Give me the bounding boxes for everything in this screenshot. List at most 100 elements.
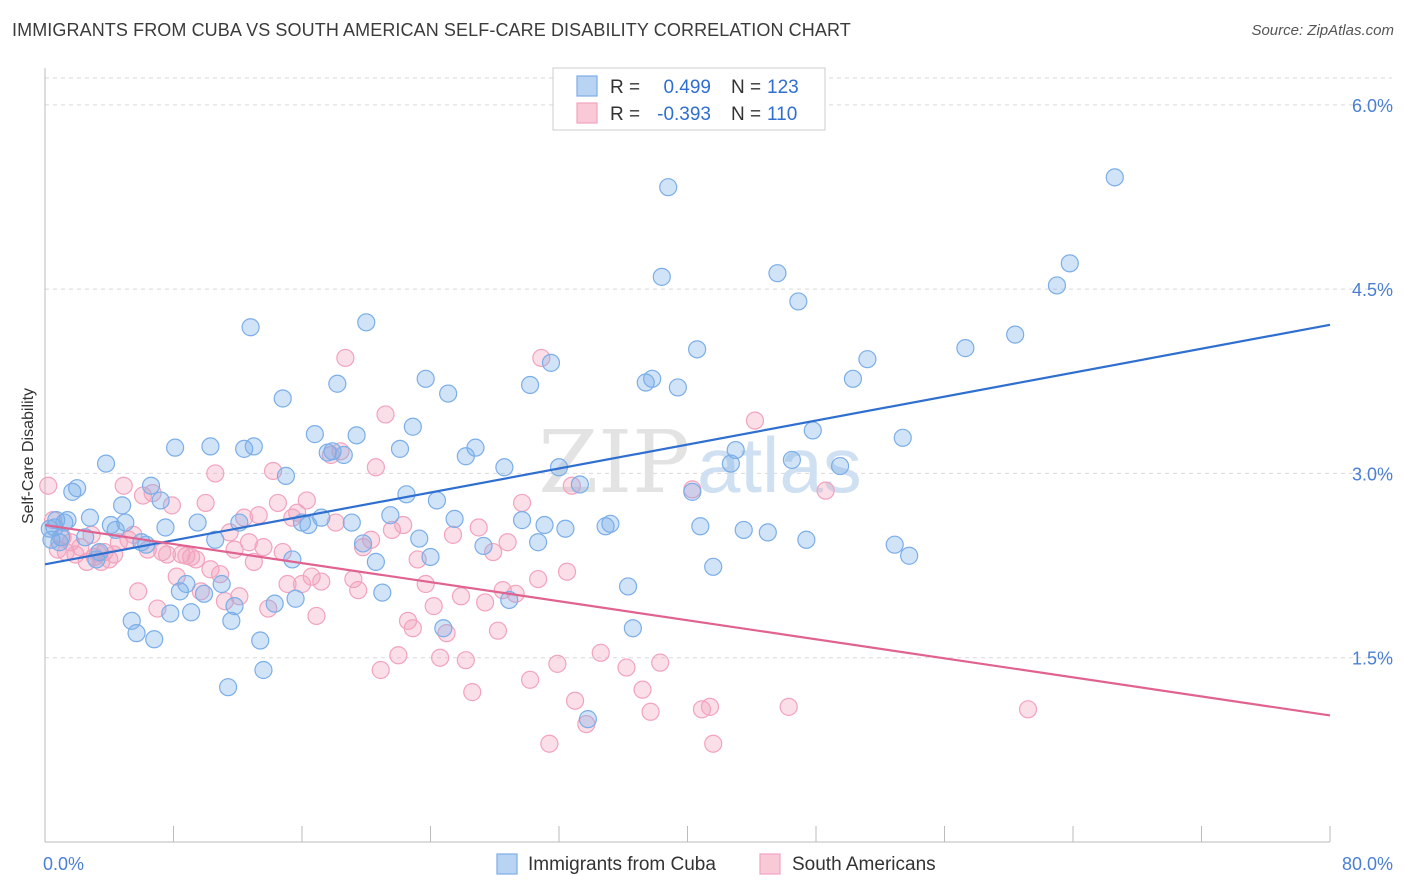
south-americans-point-91 [512,493,532,513]
y-tick-label-2: 4.5% [1352,280,1393,300]
cuba-point-33 [206,530,225,549]
cuba-point-113 [885,535,904,554]
south-americans-point-104 [641,702,660,721]
south-americans-point-112 [816,481,835,500]
cuba-point-106 [782,450,802,470]
cuba-point-60 [357,313,376,332]
south-americans-point-70 [382,520,402,540]
stats-legend: R = 0.499 N = 123 R = -0.393 N = 110 [552,67,826,131]
stats-n-label-2: N = [731,104,761,125]
cuba-point-32 [201,437,220,456]
cuba-point-65 [397,485,416,504]
stats-n-label-1: N = [731,77,761,98]
south-americans-point-81 [451,587,471,606]
cuba-point-91 [623,619,642,638]
cuba-point-23 [151,491,170,510]
south-americans-point-71 [389,646,408,665]
south-americans-point-108 [700,697,720,716]
south-americans-point-84 [469,518,488,537]
stats-r-value-2: -0.393 [657,104,711,125]
x-tick-labels: 0.0% 80.0% [43,854,1393,874]
south-americans-point-56 [302,567,321,586]
cuba-point-86 [570,475,589,494]
south-americans-point-28 [167,567,186,586]
trend-lines [44,323,1331,717]
y-tick-label-3: 6.0% [1352,96,1393,116]
south-americans-point-69 [376,405,395,424]
cuba-point-68 [416,369,435,388]
south-americans-point-101 [591,643,610,662]
cuba-point-105 [768,264,787,283]
south-americans-point-83 [463,683,482,702]
cuba-point-55 [328,374,347,393]
stats-r-label-1: R = [610,77,640,98]
cuba-point-77 [495,458,514,477]
cuba-point-115 [900,546,919,565]
cuba-point-102 [726,440,745,460]
y-tick-label-0: 1.5% [1352,649,1393,669]
south-americans-point-17 [114,476,133,495]
cuba-point-62 [373,583,392,602]
cuba-point-114 [893,428,912,447]
cuba-point-117 [1006,325,1025,344]
cuba-point-109 [803,421,822,440]
cuba-point-36 [222,611,241,630]
cuba-point-76 [474,536,493,556]
watermark-zip: ZIP [538,413,690,513]
south-americans-point-33 [191,582,210,601]
south-americans-point-110 [745,411,765,430]
south-americans-point-111 [779,697,798,716]
cuba-point-67 [410,529,429,548]
cuba-point-40 [241,318,260,337]
south-americans-point-103 [633,680,652,699]
cuba-point-78 [500,590,519,610]
y-tick-labels: 1.5% 3.0% 4.5% 6.0% [1352,96,1393,669]
x-tick-label-min: 0.0% [43,854,84,874]
cuba-point-85 [556,519,575,538]
cuba-point-87 [578,710,598,729]
cuba-point-118 [1047,276,1067,295]
stats-r-value-1: 0.499 [663,77,711,98]
cuba-point-112 [858,350,877,369]
cuba-point-110 [830,456,850,476]
cuba-point-27 [170,582,190,601]
cuba-point-94 [652,267,671,286]
stats-swatch-blue [576,75,598,97]
cuba-point-26 [166,438,185,457]
south-americans-point-20 [129,582,148,601]
legend-swatch-south-americans [759,853,781,875]
stats-r-label-2: R = [610,104,640,125]
cuba-point-25 [161,604,180,623]
stats-n-value-2: 110 [767,104,797,125]
cuba-point-12 [96,454,116,473]
cuba-point-24 [156,518,175,537]
cuba-point-9 [80,508,100,527]
south-americans-point-35 [201,560,220,579]
cuba-point-69 [421,547,440,567]
cuba-point-108 [797,530,816,549]
cuba-point-34 [212,574,231,594]
cuba-point-22 [145,630,164,649]
south-americans-point-82 [456,651,475,670]
south-americans-point-68 [371,660,390,680]
south-americans-point-36 [206,464,225,483]
cuba-point-81 [529,533,548,552]
south-americans-point-67 [366,458,385,477]
cuba-point-46 [276,466,296,485]
cuba-point-15 [112,496,132,515]
cuba-point-57 [342,513,361,532]
south-americans-point-49 [268,493,288,513]
south-americans-point-58 [312,572,331,591]
cuba-point-64 [390,439,410,458]
cuba-point-44 [265,594,284,613]
south-americans-point-57 [307,606,326,626]
source-label: Source: ZipAtlas.com [1251,22,1394,39]
cuba-point-61 [366,552,385,571]
south-americans-point-85 [476,593,495,612]
cuba-point-41 [244,437,263,456]
cuba-point-58 [347,426,366,445]
cuba-point-83 [541,353,561,372]
south-americans-point-26 [157,545,177,564]
south-americans-point-0 [39,476,58,495]
